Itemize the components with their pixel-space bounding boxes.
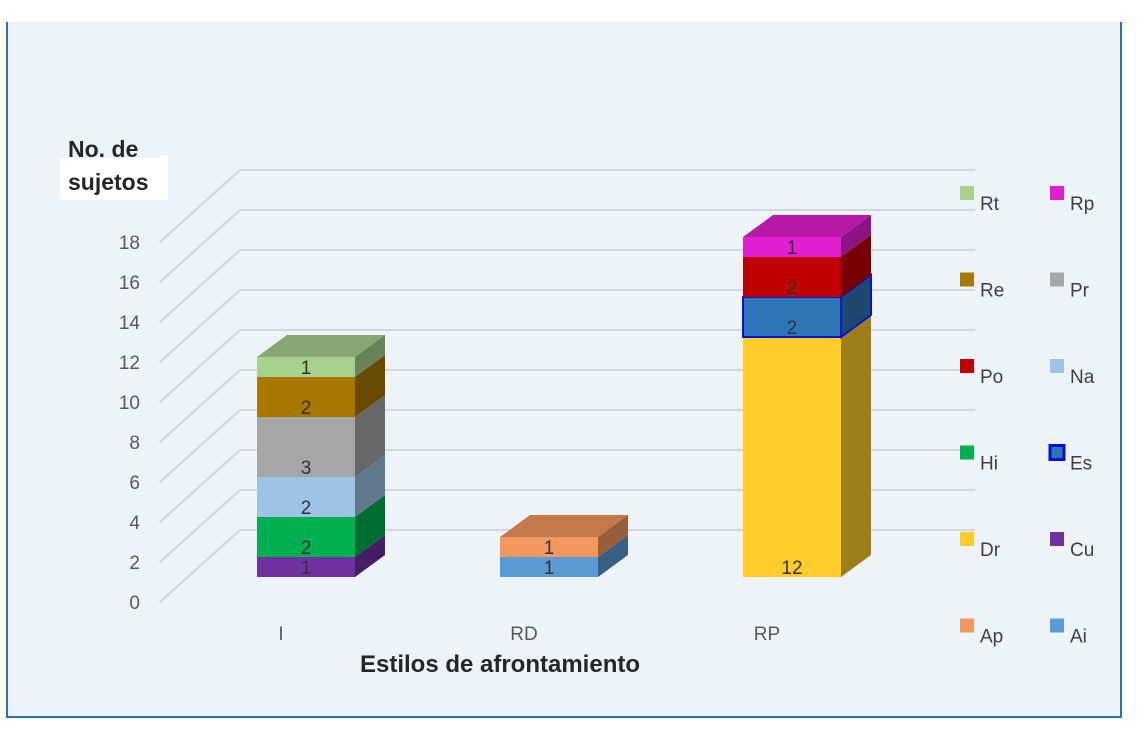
gridline-side	[159, 489, 241, 563]
data-label: 3	[301, 458, 312, 479]
bar-side-RP-Dr	[841, 315, 871, 577]
data-label: 1	[544, 538, 555, 559]
legend-label-Es: Es	[1070, 454, 1092, 475]
legend-label-Pr: Pr	[1070, 281, 1090, 302]
gridline-side	[159, 209, 241, 283]
data-label: 2	[787, 318, 798, 339]
bar-segment-I-Cu	[257, 557, 355, 577]
bar-side-I-Na	[355, 455, 385, 517]
y-tick-label: 0	[129, 593, 140, 614]
bar-segment-I-Re	[257, 377, 355, 417]
legend-label-Hi: Hi	[980, 454, 998, 475]
y-tick-label: 12	[119, 353, 140, 374]
legend-swatch-Ap	[960, 618, 974, 633]
data-label: 1	[301, 358, 312, 379]
bar-side-I-Pr	[355, 395, 385, 477]
y-axis-title-line2: sujetos	[68, 169, 149, 195]
y-tick-label: 6	[129, 473, 140, 494]
data-label: 12	[781, 558, 802, 579]
gridline-side	[159, 289, 241, 363]
bar-side-RD-Ap	[598, 515, 628, 557]
bar-segment-RP-Rp	[743, 237, 841, 257]
legend-label-Ai: Ai	[1070, 627, 1087, 648]
legend-swatch-Dr	[960, 532, 974, 546]
bar-side-RP-Rp	[841, 215, 871, 257]
legend-label-Ap: Ap	[980, 627, 1003, 648]
gridline-side	[159, 369, 241, 443]
bar-segment-RP-Es	[742, 296, 842, 338]
legend-swatch-Es	[1048, 444, 1066, 461]
bar-side-RP-Es	[840, 273, 872, 339]
legend-label-Po: Po	[980, 367, 1003, 388]
bar-side-RD-Ai	[598, 535, 628, 577]
legend-label-Rt: Rt	[980, 194, 1000, 215]
bar-segment-I-Rt	[257, 357, 355, 377]
gridline-side	[159, 249, 241, 323]
bar-top-RP	[743, 215, 871, 237]
bar-side-RP-Po	[841, 235, 871, 297]
ylabel-background	[60, 155, 168, 200]
legend-label-Dr: Dr	[980, 540, 1001, 561]
x-tick-label: RD	[510, 624, 537, 645]
y-tick-label: 8	[129, 433, 140, 454]
legend-swatch-Rp	[1050, 186, 1064, 200]
bar-segment-RD-Ai	[500, 557, 598, 577]
y-tick-label: 16	[119, 273, 140, 294]
legend-swatch-Cu	[1050, 532, 1064, 546]
data-label: 2	[301, 498, 312, 519]
bar-segment-RP-Po	[743, 257, 841, 297]
bar-side-I-Hi	[355, 495, 385, 557]
gridline-side	[159, 529, 241, 603]
x-tick-label: RP	[754, 624, 780, 645]
x-axis-title: Estilos de afrontamiento	[360, 651, 640, 678]
y-tick-label: 14	[119, 313, 141, 334]
y-tick-label: 10	[119, 393, 140, 414]
bar-segment-I-Pr	[257, 417, 355, 477]
ylabel-background-top	[60, 130, 160, 158]
data-label: 1	[301, 558, 312, 579]
legend-swatch-Pr	[1050, 272, 1064, 287]
bar-segment-I-Hi	[257, 517, 355, 557]
bar-side-I-Cu	[355, 535, 385, 577]
bar-segment-I-Na	[257, 477, 355, 517]
legend-swatch-Rt	[960, 186, 974, 200]
data-label: 2	[301, 398, 312, 419]
x-tick-label: I	[278, 624, 283, 645]
legend-label-Cu: Cu	[1070, 540, 1094, 561]
bar-side-I-Rt	[355, 335, 385, 377]
bar-segment-RP-Dr	[743, 337, 841, 577]
y-tick-label: 4	[129, 513, 140, 534]
gridline-side	[159, 169, 241, 243]
gridline-side	[159, 409, 241, 483]
legend-swatch-Ai	[1050, 618, 1064, 633]
data-label: 2	[787, 278, 798, 299]
data-label: 1	[787, 238, 798, 259]
y-tick-label: 18	[119, 233, 140, 254]
bar-side-I-Re	[355, 355, 385, 417]
legend-swatch-Na	[1050, 359, 1064, 373]
legend-label-Rp: Rp	[1070, 194, 1094, 215]
legend-swatch-Hi	[960, 445, 974, 460]
y-axis-title-line1: No. de	[68, 136, 138, 162]
legend-label-Na: Na	[1070, 367, 1095, 388]
legend-label-Re: Re	[980, 281, 1004, 302]
gridline-side	[159, 449, 241, 523]
legend-swatch-Po	[960, 359, 974, 373]
bar-top-RD	[500, 515, 628, 537]
bar-segment-RD-Ap	[500, 537, 598, 557]
legend-swatch-Re	[960, 272, 974, 287]
data-label: 2	[301, 538, 312, 559]
data-label: 1	[544, 558, 555, 579]
y-tick-label: 2	[129, 553, 140, 574]
gridline-side	[159, 329, 241, 403]
bar-top-I	[257, 335, 385, 357]
